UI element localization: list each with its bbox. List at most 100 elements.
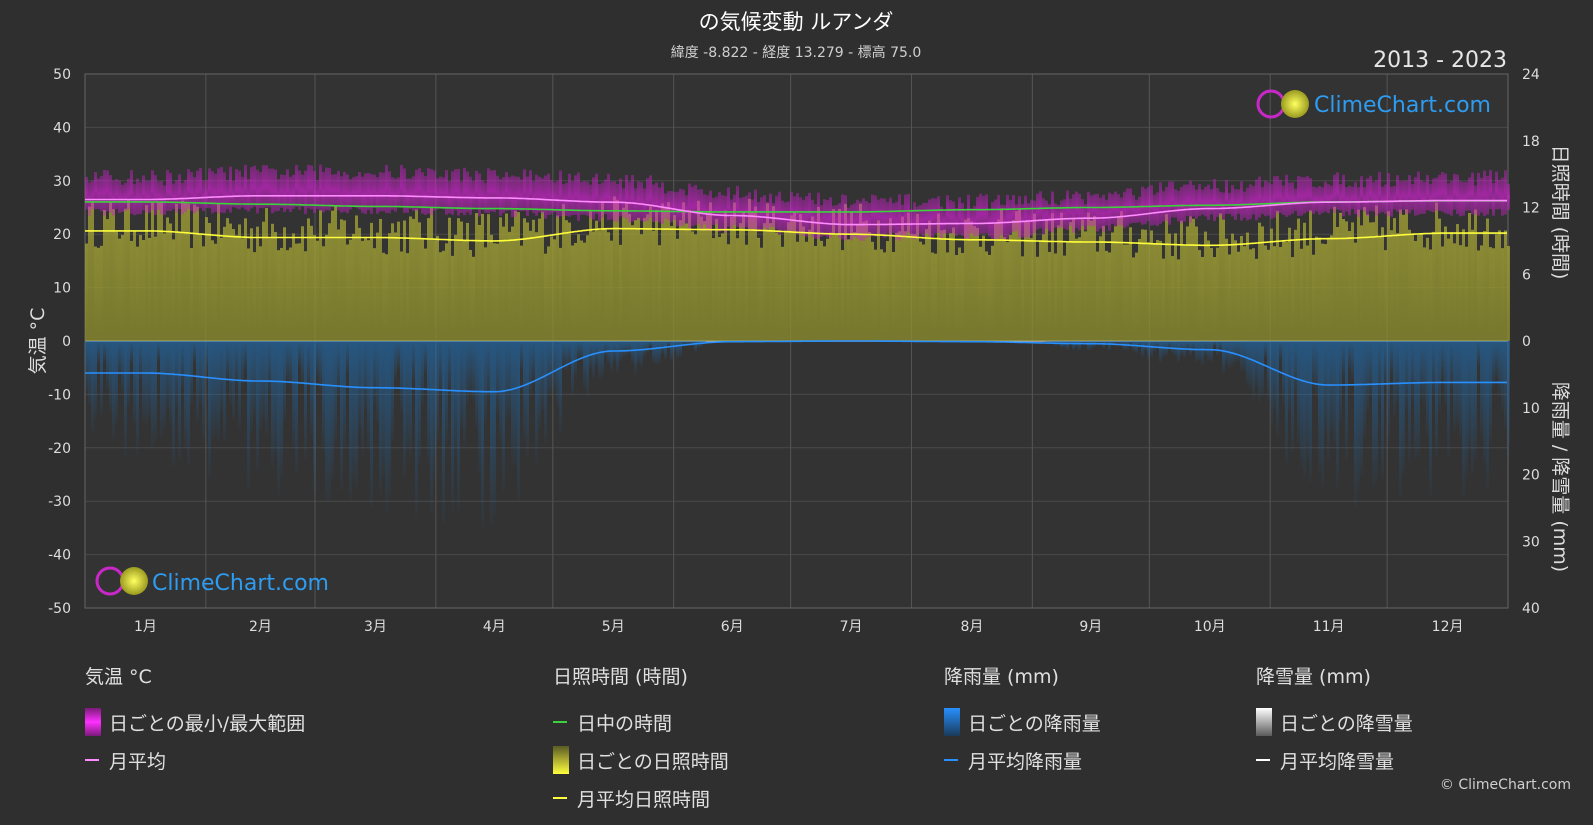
temperature-range-bar [1324, 181, 1327, 212]
rain-daily-bar [664, 341, 667, 360]
left-tick-label: -30 [48, 494, 71, 510]
temperature-range-bar [1168, 181, 1171, 225]
sunshine-daily-bar [214, 243, 217, 341]
temperature-range-bar [388, 171, 391, 214]
rain-daily-bar [1138, 341, 1141, 348]
left-tick-label: 10 [53, 281, 71, 297]
sunshine-daily-bar [490, 234, 493, 341]
rain-daily-bar [172, 341, 175, 467]
sunshine-daily-bar [679, 220, 682, 341]
brand-logo-bottom: ClimeChart.com [95, 566, 329, 596]
sunshine-daily-bar [1069, 222, 1072, 341]
rain-daily-bar [559, 341, 562, 435]
temperature-range-bar [1063, 199, 1066, 229]
rain-daily-bar [373, 341, 376, 405]
rain-daily-bar [280, 341, 283, 478]
temperature-range-bar [1495, 171, 1498, 210]
month-tick-label: 2月 [249, 619, 272, 635]
rain-daily-bar [1270, 341, 1273, 426]
rain-daily-bar [97, 341, 100, 364]
sunshine-daily-bar [886, 241, 889, 341]
temperature-range-bar [415, 169, 418, 212]
temperature-range-bar [1081, 199, 1084, 227]
sunshine-daily-bar [1351, 222, 1354, 341]
legend-label: 日ごとの降雨量 [968, 712, 1101, 735]
rain-daily-bar [1135, 341, 1138, 354]
sunshine-daily-bar [1393, 218, 1396, 341]
temperature-range-bar [514, 176, 517, 217]
temperature-range-bar [1141, 186, 1144, 225]
temperature-range-bar [577, 172, 580, 221]
sunshine-daily-bar [151, 202, 154, 341]
rain-swatch-icon [944, 708, 960, 736]
sunshine-daily-bar [1465, 246, 1468, 341]
temperature-range-bar [124, 182, 127, 211]
sunshine-daily-bar [778, 234, 781, 341]
temperature-range-bar [880, 198, 883, 235]
rain-daily-bar [1504, 341, 1507, 430]
sunshine-daily-bar [1477, 250, 1480, 341]
rain-daily-bar [1195, 341, 1198, 363]
sunshine-daily-bar [298, 243, 301, 341]
sunshine-daily-bar [535, 232, 538, 341]
rain-daily-bar [295, 341, 298, 475]
temperature-range-bar [268, 168, 271, 208]
temperature-range-bar [571, 181, 574, 216]
sunshine-daily-bar [460, 221, 463, 341]
rain-daily-bar [1369, 341, 1372, 398]
sunshine-daily-bar [1063, 255, 1066, 341]
sunshine-daily-bar [1171, 256, 1174, 341]
temperature-range-bar [358, 171, 361, 210]
sunshine-daily-bar [745, 244, 748, 341]
temperature-range-bar [178, 174, 181, 210]
sunshine-daily-bar [988, 254, 991, 341]
sunshine-daily-bar [493, 243, 496, 341]
rain-daily-bar [556, 341, 559, 408]
right-tick-label-sun: 6 [1522, 267, 1531, 283]
temperature-range-bar [925, 202, 928, 234]
sunshine-daily-bar [1081, 219, 1084, 341]
rain-daily-bar [1408, 341, 1411, 462]
sunshine-daily-bar [1213, 257, 1216, 341]
rain-daily-bar [1084, 341, 1087, 344]
sunshine-daily-bar [931, 252, 934, 341]
temperature-range-bar [1393, 185, 1396, 210]
temperature-range-bar [130, 170, 133, 214]
month-tick-label: 12月 [1432, 619, 1464, 635]
sunshine-daily-bar [1444, 226, 1447, 341]
sunshine-daily-bar [394, 232, 397, 341]
rain-daily-bar [355, 341, 358, 489]
sunshine-daily-bar [571, 245, 574, 341]
left-tick-label: 50 [53, 67, 71, 83]
temperature-range-bar [865, 201, 868, 238]
sunshine-daily-bar [556, 215, 559, 341]
temperature-range-bar [367, 172, 370, 211]
sunshine-daily-bar [502, 226, 505, 341]
sunshine-daily-bar [139, 235, 142, 341]
rain-daily-bar [457, 341, 460, 510]
temperature-range-bar [1069, 198, 1072, 227]
rain-daily-bar [637, 341, 640, 365]
sunshine-daily-bar [193, 204, 196, 341]
temperature-range-bar [511, 175, 514, 218]
rain-daily-bar [190, 341, 193, 406]
rain-daily-bar [1357, 341, 1360, 490]
rain-daily-bar [148, 341, 151, 418]
temperature-range-bar [1477, 172, 1480, 216]
sunshine-daily-bar [880, 249, 883, 341]
rain-daily-bar [229, 341, 232, 404]
sunshine-daily-bar [1369, 222, 1372, 341]
sunshine-daily-bar [514, 210, 517, 341]
sunshine-daily-bar [454, 234, 457, 341]
sunshine-daily-bar [937, 213, 940, 341]
sunshine-daily-bar [565, 220, 568, 341]
rain-daily-bar [367, 341, 370, 451]
sunshine-daily-bar [241, 238, 244, 341]
sunshine-daily-bar [952, 227, 955, 341]
sunshine-daily-bar [1060, 212, 1063, 341]
sunshine-daily-bar [292, 233, 295, 341]
sunshine-daily-bar [892, 252, 895, 341]
temperature-range-bar [1117, 194, 1120, 226]
sunshine-daily-bar [757, 237, 760, 341]
temperature-range-bar [199, 168, 202, 209]
